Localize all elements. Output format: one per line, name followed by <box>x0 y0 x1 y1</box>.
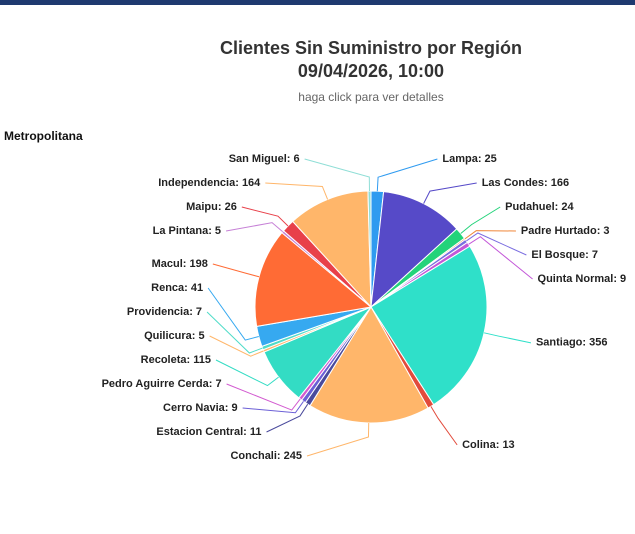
connector <box>212 263 260 278</box>
connector <box>430 406 458 446</box>
data-label: Pudahuel: 24 <box>505 201 574 213</box>
data-label: Cerro Navia: 9 <box>163 402 238 414</box>
connector <box>241 206 289 227</box>
connector <box>207 287 259 341</box>
data-label: San Miguel: 6 <box>229 153 300 165</box>
connector <box>466 232 527 256</box>
chart-subtitle: 09/04/2026, 10:00 <box>298 61 444 81</box>
data-label: Quinta Normal: 9 <box>538 273 627 285</box>
connector <box>376 158 438 192</box>
data-label: Independencia: 164 <box>158 177 261 189</box>
connector <box>225 222 284 233</box>
data-label: La Pintana: 5 <box>153 225 221 237</box>
connector <box>468 236 533 280</box>
connector <box>226 383 301 411</box>
data-label: Pedro Aguirre Cerda: 7 <box>102 378 222 390</box>
data-label: El Bosque: 7 <box>531 249 598 261</box>
data-label: Macul: 198 <box>152 258 208 270</box>
data-label: Renca: 41 <box>151 282 203 294</box>
connector <box>206 311 263 354</box>
connector <box>215 359 279 387</box>
data-label: Recoleta: 115 <box>141 354 211 366</box>
data-label: Providencia: 7 <box>127 306 202 318</box>
chart-title: Clientes Sin Suministro por Región <box>220 38 522 58</box>
connector <box>464 230 516 240</box>
top-bar <box>0 0 635 5</box>
connector <box>423 182 477 204</box>
data-label: Maipu: 26 <box>186 201 237 213</box>
data-label: Quilicura: 5 <box>144 330 205 342</box>
data-label: Padre Hurtado: 3 <box>521 225 610 237</box>
data-label: Lampa: 25 <box>442 153 496 165</box>
connector <box>209 335 264 357</box>
chart-caption[interactable]: haga click para ver detalles <box>298 90 443 104</box>
pie-slice[interactable] <box>367 190 372 308</box>
pie-slice[interactable] <box>370 191 458 309</box>
connector <box>265 182 329 200</box>
connector <box>460 206 501 234</box>
pie-slice[interactable] <box>292 190 372 309</box>
connector <box>242 401 304 414</box>
connector <box>304 158 370 192</box>
connector <box>483 332 532 344</box>
region-title: Metropolitana <box>4 129 83 143</box>
data-label: Las Condes: 166 <box>482 177 569 189</box>
pie-slice[interactable] <box>254 232 373 327</box>
data-label: Estacion Central: 11 <box>156 426 261 438</box>
data-label: Colina: 13 <box>462 439 515 451</box>
connector <box>306 422 370 457</box>
data-label: Santiago: 356 <box>536 337 608 349</box>
connector <box>266 403 309 433</box>
pie-slice[interactable] <box>370 245 488 406</box>
data-label: Conchali: 245 <box>230 450 302 462</box>
